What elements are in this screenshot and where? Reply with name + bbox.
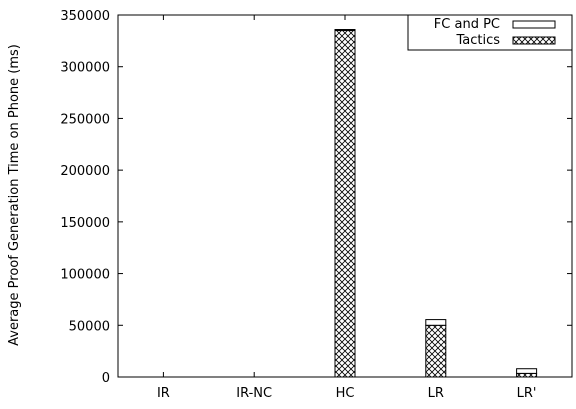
y-tick-label: 50000: [69, 319, 110, 334]
y-tick-label: 200000: [60, 164, 110, 179]
y-tick-label: 150000: [60, 216, 110, 231]
bar-fc-and-pc-lr-: [516, 368, 538, 374]
x-axis-ticks: IR IR-NC HC LR LR': [157, 15, 537, 401]
y-tick-label: 350000: [60, 9, 110, 24]
y-axis-label: Average Proof Generation Time on Phone (…: [7, 44, 22, 346]
legend-label-fc-and-pc: FC and PC: [434, 17, 500, 32]
y-tick-label: 300000: [60, 61, 110, 76]
plot-frame: [117, 14, 573, 378]
legend-swatch-fc-and-pc: [512, 20, 556, 29]
bar-tactics-lr: [425, 324, 447, 378]
bar-tactics-hc: [334, 30, 356, 378]
x-tick-label: LR: [428, 386, 444, 401]
y-axis-ticks: 0 50000 100000 150000 200000 250000 300000 3500…: [60, 9, 572, 386]
x-tick-label: HC: [336, 386, 355, 401]
bar-tactics-lr-: [516, 372, 538, 378]
y-tick-label: 100000: [60, 268, 110, 283]
legend-label-tactics: Tactics: [455, 33, 500, 48]
legend-swatch-tactics: [512, 36, 556, 45]
x-tick-label: IR-NC: [236, 386, 272, 401]
bar-fc-and-pc-lr: [425, 319, 447, 326]
legend: FC and PC Tactics: [407, 14, 573, 51]
y-tick-label: 250000: [60, 112, 110, 127]
bars: [334, 29, 538, 378]
x-tick-label: IR: [157, 386, 170, 401]
x-tick-label: LR': [517, 386, 537, 401]
y-tick-label: 0: [102, 371, 110, 386]
bar-fc-and-pc-hc: [334, 29, 356, 32]
